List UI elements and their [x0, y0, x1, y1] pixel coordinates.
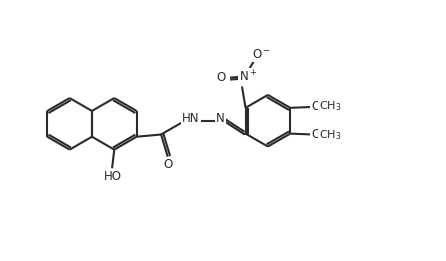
Text: O: O	[311, 100, 321, 113]
Text: O: O	[216, 71, 226, 84]
Text: HO: HO	[104, 170, 122, 183]
Text: CH$_3$: CH$_3$	[318, 100, 341, 113]
Text: CH$_3$: CH$_3$	[318, 128, 341, 142]
Text: N$^+$: N$^+$	[239, 69, 257, 84]
Text: N: N	[216, 112, 225, 126]
Text: HN: HN	[182, 112, 200, 126]
Text: O: O	[163, 158, 172, 171]
Text: O: O	[311, 128, 321, 141]
Text: O$^-$: O$^-$	[252, 48, 271, 61]
